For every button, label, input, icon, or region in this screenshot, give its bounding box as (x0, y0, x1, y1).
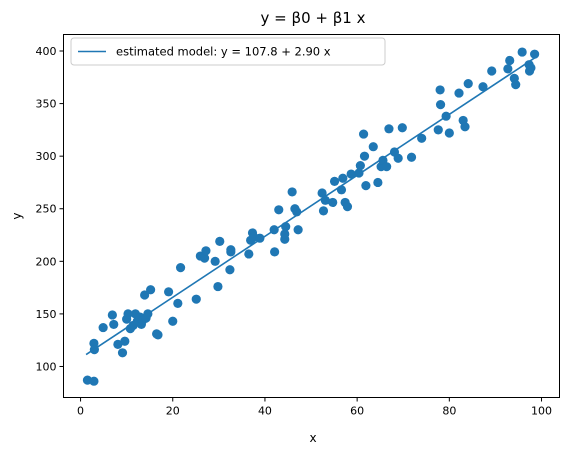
y-tick-label: 300 (36, 150, 57, 163)
data-point (109, 319, 119, 330)
data-point (503, 64, 513, 74)
data-point (384, 124, 394, 134)
data-point (435, 100, 446, 110)
x-tick-label: 20 (166, 405, 180, 418)
data-point (244, 249, 254, 259)
data-point (505, 55, 515, 66)
data-point (269, 225, 279, 235)
data-point (444, 128, 454, 138)
data-point (460, 122, 470, 132)
y-tick-label: 100 (36, 360, 57, 373)
data-point (164, 287, 174, 297)
data-point (113, 339, 123, 349)
x-tick-label: 100 (531, 405, 552, 418)
data-point (270, 247, 280, 257)
data-point (359, 151, 370, 161)
plot-frame (63, 34, 560, 398)
data-point (210, 256, 220, 266)
y-tick-label: 200 (36, 255, 57, 268)
data-point (213, 281, 223, 292)
data-point (98, 322, 108, 333)
data-point (89, 376, 99, 386)
data-point (478, 82, 488, 92)
data-point (382, 162, 392, 172)
data-point (140, 290, 150, 300)
data-point (281, 222, 291, 232)
y-tick-label: 350 (36, 98, 57, 111)
data-point (175, 263, 186, 273)
x-axis-label: x (309, 431, 316, 445)
legend-box (70, 37, 386, 66)
data-point (317, 188, 327, 198)
data-point (338, 173, 348, 183)
data-point (146, 285, 156, 295)
data-point (153, 330, 163, 340)
y-tick-label: 150 (36, 308, 57, 321)
data-point (487, 66, 497, 76)
data-point (215, 236, 225, 246)
data-point (329, 176, 340, 187)
data-point (463, 79, 473, 89)
data-point (342, 202, 353, 212)
x-tick-label: 60 (350, 405, 364, 418)
data-point (373, 177, 383, 188)
y-tick-label: 400 (36, 45, 57, 58)
legend: estimated model: y = 107.8 + 2.90 x (70, 37, 386, 66)
data-point (120, 336, 130, 346)
data-point (354, 168, 364, 178)
data-point (530, 49, 540, 59)
data-point (173, 298, 183, 308)
data-point (168, 316, 178, 326)
data-point (361, 181, 371, 191)
x-axis: 0 20 40 60 80 100 (77, 397, 552, 418)
data-point (397, 123, 407, 133)
data-point (433, 125, 443, 135)
data-point (318, 206, 329, 216)
legend-entry-label: estimated model: y = 107.8 + 2.90 x (116, 45, 331, 59)
chart-title: y = β0 + β1 x (261, 9, 366, 27)
data-point (526, 63, 536, 73)
data-point (280, 229, 290, 239)
x-tick-label: 0 (77, 405, 84, 418)
data-point (117, 348, 128, 358)
data-point (89, 345, 99, 355)
data-point (441, 111, 451, 121)
data-point (123, 309, 133, 319)
data-point (517, 47, 527, 57)
data-point (255, 233, 265, 243)
y-tick-label: 250 (36, 203, 57, 216)
data-point (287, 187, 297, 197)
regression-line (85, 56, 536, 356)
data-point (336, 185, 347, 195)
data-point (225, 265, 235, 275)
plot-area (82, 47, 540, 386)
data-point (293, 225, 303, 235)
data-point (320, 195, 330, 205)
data-point (355, 161, 365, 171)
data-point (274, 205, 284, 215)
data-point (346, 169, 356, 179)
data-point (226, 245, 236, 255)
y-axis: 100 150 200 250 300 350 400 (36, 45, 64, 373)
y-axis-label: y (10, 212, 24, 219)
data-point (417, 133, 427, 143)
data-point (511, 80, 521, 90)
x-tick-label: 80 (442, 405, 456, 418)
data-point (454, 88, 464, 98)
data-point (406, 152, 417, 162)
data-point (328, 197, 338, 208)
data-point (191, 294, 201, 304)
data-point (143, 309, 153, 319)
x-tick-label: 40 (258, 405, 272, 418)
data-point (358, 129, 369, 139)
data-point (199, 253, 210, 263)
data-point (201, 246, 211, 256)
data-point (393, 153, 403, 163)
data-point (368, 142, 378, 152)
data-point (107, 310, 117, 320)
data-point (292, 207, 302, 217)
data-point (435, 85, 445, 95)
